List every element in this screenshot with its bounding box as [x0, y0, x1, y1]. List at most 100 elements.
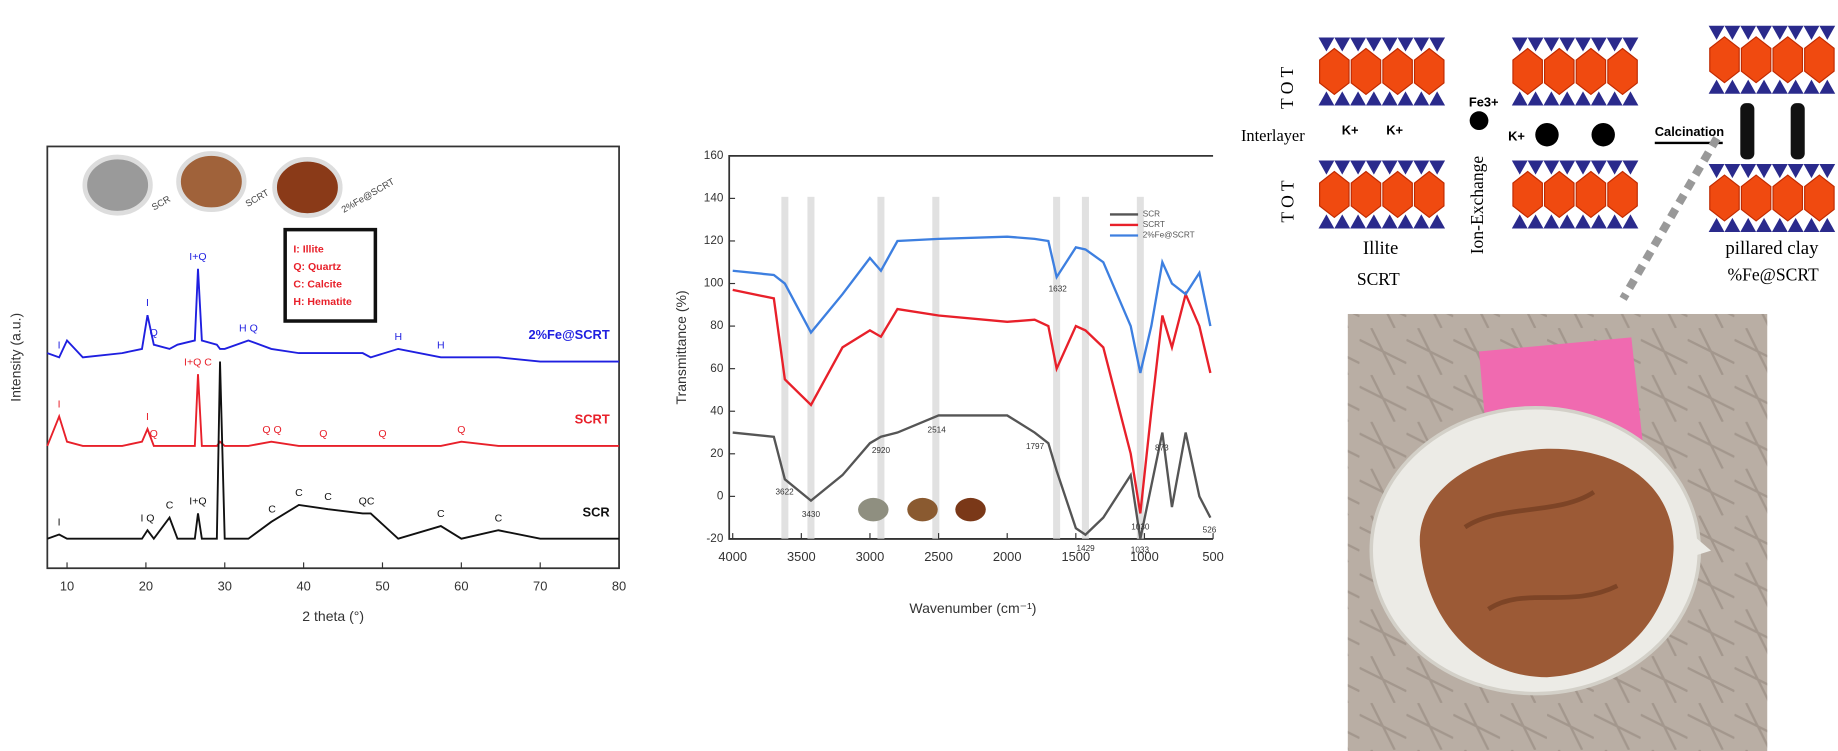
- tetrahedron: [1413, 214, 1430, 229]
- tetrahedron: [1543, 37, 1560, 52]
- series-label: SCRT: [575, 412, 610, 427]
- tetrahedron: [1429, 214, 1446, 229]
- peak-label: Q: [150, 327, 158, 339]
- peak-label: 2514: [928, 426, 947, 435]
- x-axis-title: Wavenumber (cm⁻¹): [909, 600, 1036, 616]
- pillared-label: pillared clay: [1725, 238, 1819, 259]
- plot-frame: [46, 145, 620, 570]
- tetrahedron: [1559, 160, 1576, 175]
- tetrahedron: [1803, 217, 1820, 232]
- y-tick-label: 0: [717, 489, 724, 502]
- plot-frame: [728, 154, 1214, 540]
- y-axis-title: Intensity (a.u.): [8, 313, 24, 402]
- peak-label: I Q: [140, 512, 154, 524]
- legend-label: SCR: [1143, 210, 1160, 219]
- tetrahedron: [1708, 217, 1725, 232]
- tetrahedron: [1429, 37, 1446, 52]
- peak-label: 1797: [1026, 442, 1045, 451]
- product-label: %Fe@SCRT: [1727, 265, 1819, 285]
- tetrahedron: [1413, 91, 1430, 106]
- interlayer-label: Interlayer: [1241, 126, 1305, 145]
- peak-label: I+Q: [189, 495, 206, 507]
- octahedron: [1709, 36, 1740, 84]
- octahedron: [1350, 170, 1382, 219]
- peak-label: 3430: [802, 510, 821, 519]
- octahedron: [1543, 47, 1575, 96]
- tetrahedron: [1740, 25, 1757, 40]
- octahedron: [1804, 174, 1835, 222]
- legend-entry: C: Calcite: [293, 278, 342, 290]
- x-tick-label: 30: [218, 578, 232, 593]
- peak-label: I+Q: [189, 251, 206, 263]
- x-tick-label: 2000: [993, 549, 1022, 564]
- fe-ion: [1469, 111, 1489, 131]
- tetrahedron: [1819, 79, 1836, 94]
- sample-label: SCR: [150, 194, 172, 213]
- band: [781, 196, 789, 539]
- y-tick-label: 100: [704, 277, 724, 290]
- tetrahedron: [1819, 25, 1836, 40]
- tetrahedron: [1756, 217, 1772, 232]
- peak-label: H Q: [239, 323, 258, 335]
- tetrahedron: [1590, 37, 1607, 52]
- tetrahedron: [1318, 37, 1335, 52]
- powder: [1419, 448, 1674, 678]
- tetrahedron: [1771, 79, 1788, 94]
- tetrahedron: [1365, 37, 1382, 52]
- octahedron: [1543, 170, 1575, 219]
- tetrahedron: [1575, 37, 1591, 52]
- tetrahedron: [1381, 160, 1398, 175]
- tetrahedron: [1365, 160, 1382, 175]
- pillar: [1740, 103, 1755, 160]
- peak-label: I: [58, 398, 61, 410]
- octahedron: [1740, 36, 1772, 84]
- x-tick-label: 3500: [787, 549, 816, 564]
- octahedron: [1382, 170, 1413, 219]
- y-tick-label: 80: [710, 319, 724, 332]
- series-line: [732, 235, 1212, 374]
- tetrahedron: [1771, 217, 1788, 232]
- peak-label: C: [166, 500, 174, 512]
- y-axis-title: Transmittance (%): [673, 290, 689, 404]
- band: [877, 196, 885, 539]
- y-tick-label: 120: [704, 234, 724, 247]
- tetrahedron: [1511, 214, 1528, 229]
- peak-label: 2920: [872, 446, 891, 455]
- peak-label: Q Q: [262, 424, 281, 436]
- chart: 10 20 30 40 50 60 70 80 2 theta (°) Intensity (a.…: [8, 145, 626, 624]
- tetrahedron: [1318, 160, 1335, 175]
- series-line: [732, 414, 1212, 540]
- tetrahedron: [1787, 217, 1804, 232]
- octahedron: [1740, 174, 1772, 222]
- tetrahedron: [1708, 79, 1725, 94]
- tetrahedron: [1413, 160, 1430, 175]
- tetrahedron: [1708, 25, 1725, 40]
- tetrahedron: [1622, 37, 1639, 52]
- tetrahedron: [1724, 164, 1741, 179]
- octahedron: [1607, 170, 1638, 219]
- peak-label: I: [58, 517, 61, 529]
- x-axis-title: 2 theta (°): [302, 608, 364, 624]
- tetrahedron: [1740, 164, 1757, 179]
- peak-label: 1429: [1076, 544, 1095, 553]
- tetrahedron: [1397, 160, 1414, 175]
- tetrahedron: [1350, 37, 1366, 52]
- ion-label: K+: [1508, 128, 1525, 143]
- tetrahedron: [1559, 214, 1576, 229]
- tetrahedron: [1787, 164, 1804, 179]
- x-tick-label: 60: [454, 578, 468, 593]
- tetrahedron: [1511, 160, 1528, 175]
- octahedron: [1319, 170, 1350, 219]
- tetrahedron: [1740, 217, 1757, 232]
- sample-label: 2%Fe@SCRT: [340, 176, 397, 214]
- tetrahedron: [1334, 37, 1351, 52]
- peak-label: Q: [378, 428, 386, 440]
- tetrahedron: [1622, 160, 1639, 175]
- tetrahedron: [1575, 214, 1591, 229]
- tetrahedron: [1543, 91, 1560, 106]
- peak-label: Q: [359, 495, 367, 507]
- powder-shade: [1463, 490, 1619, 612]
- sample-photo: [82, 154, 153, 216]
- series-label: 2%Fe@SCRT: [528, 327, 609, 342]
- x-tick-label: 1000: [1130, 549, 1159, 564]
